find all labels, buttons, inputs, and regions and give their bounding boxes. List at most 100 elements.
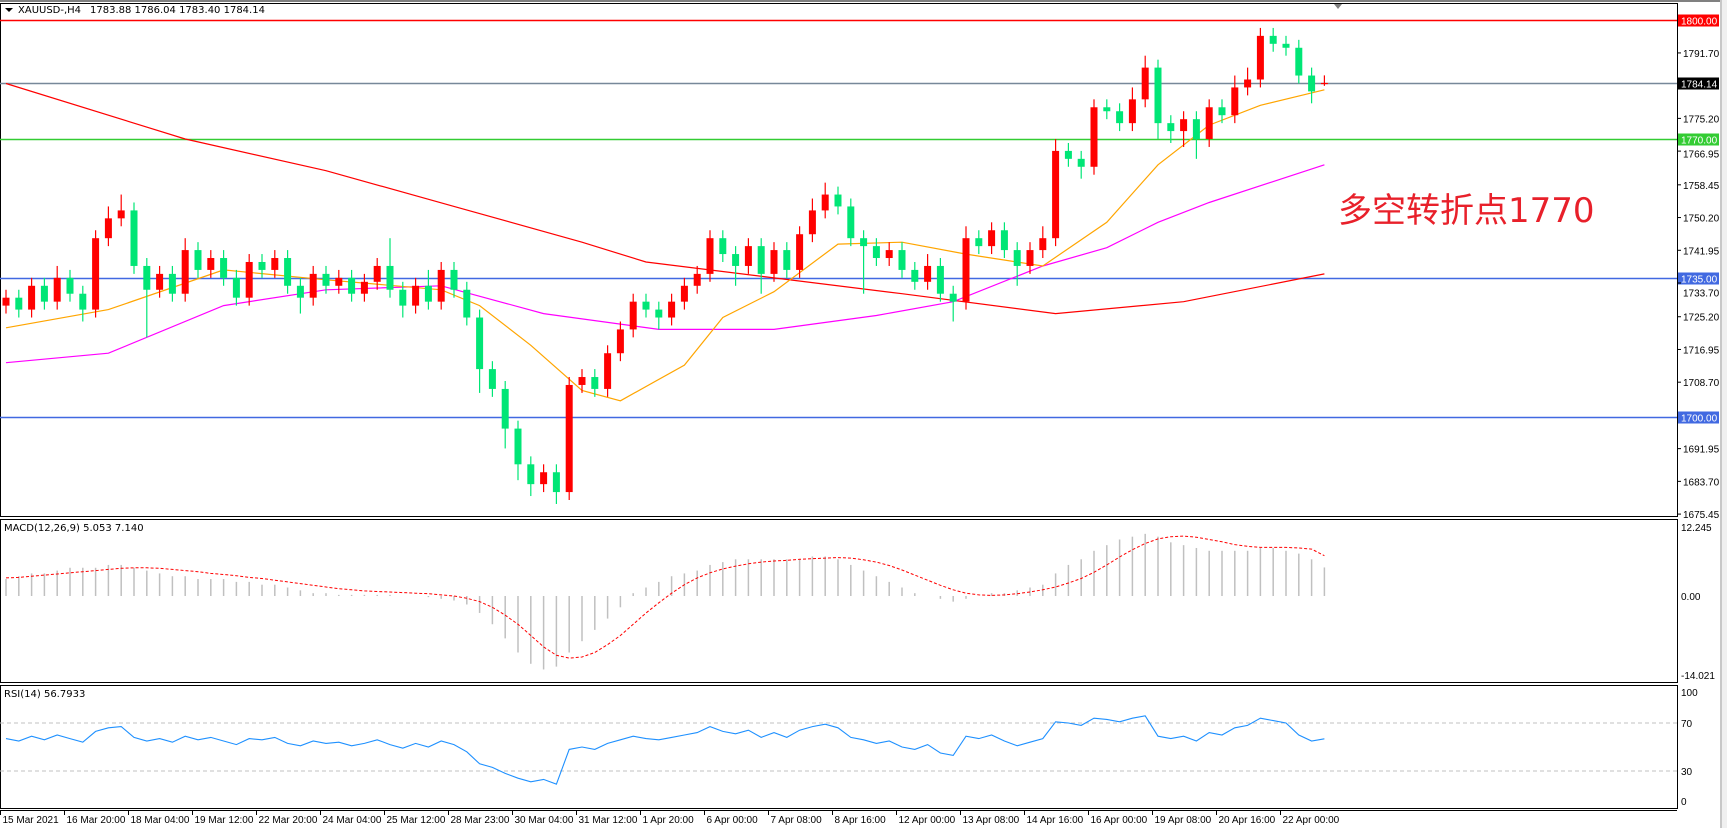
level-label: 1735.00 [1681,275,1718,286]
bull-candle [181,238,189,302]
bear-candle [1308,67,1316,104]
candle-body [642,301,650,310]
candle-body [130,210,138,266]
candle-body [1167,123,1175,132]
bull-candle [104,206,112,247]
bull-candle [706,230,714,282]
bear-candle [450,261,458,298]
annotation-text: 多空转折点1770 [1338,191,1595,231]
candle-body [911,269,919,282]
bear-candle [284,250,292,294]
panel-headers: XAUUSD-,H4 1783.88 1786.04 1783.40 1784.… [4,5,265,700]
rsi-tick-label: 100 [1681,688,1698,699]
bull-candle [373,258,381,290]
horizontal-levels: 1800.00 1784.14 1770.00 1735.00 1700.00 [0,14,1719,425]
bull-candle [207,250,215,278]
price-tick-label: 1725.20 [1683,313,1720,324]
candle-body [450,269,458,290]
candle-body [834,194,842,207]
bull-candle [117,194,125,227]
time-tick-label: 6 Apr 00:00 [707,815,759,826]
bull-candle [1090,99,1098,175]
candle-body [322,273,330,286]
macd-signal-line [5,535,1325,659]
candle-body [207,258,215,270]
level-tag [1678,77,1719,90]
bear-candle [1077,150,1085,179]
bear-candle [783,242,791,278]
bear-candle [348,269,356,302]
macd-tick-label: -14.021 [1681,671,1715,682]
bear-candle [514,420,522,481]
moving-average-line-ma_slow [5,82,1325,315]
price-tick-label: 1791.70 [1683,49,1720,60]
level-label: 1770.00 [1681,136,1718,147]
candle-body [284,258,292,286]
bear-candle [232,269,240,306]
collapse-triangle-icon[interactable] [5,8,13,12]
bear-candle [1167,115,1175,143]
level-label: 1700.00 [1681,414,1718,425]
price-tick-label: 1758.45 [1683,181,1720,192]
price-tick-label: 1741.95 [1683,246,1720,257]
bear-candle [1218,99,1226,124]
bear-candle [732,246,740,286]
time-tick-label: 13 Apr 08:00 [963,815,1020,826]
candle-body [821,194,829,211]
candle-body [885,250,893,259]
candle-body [463,289,471,318]
candle-body [488,369,496,389]
candle-body [629,301,637,330]
price-tick-label: 1775.20 [1683,114,1720,125]
candle-body [1180,119,1188,132]
candle-body [15,297,23,310]
candle-body [1205,107,1213,140]
candle-body [437,269,445,302]
bear-candle [1116,103,1124,132]
candle-body [1320,82,1328,85]
candle-body [1026,250,1034,266]
bull-candle [1231,75,1239,124]
bull-candle [1026,242,1034,274]
window-scrollbar[interactable] [1720,0,1727,828]
bear-candle [949,285,957,322]
bear-candle [258,254,266,278]
bull-candle [578,369,586,393]
time-tick-label: 8 Apr 16:00 [835,815,887,826]
candle-body [1000,230,1008,251]
price-tick-label: 1766.95 [1683,150,1720,161]
candle-body [1308,75,1316,92]
bear-candle [322,265,330,294]
candle-body [847,206,855,239]
bull-candle [885,242,893,266]
chart-shift-marker-icon[interactable] [1334,4,1342,9]
level-tag [1678,411,1719,424]
bear-candle [130,202,138,274]
bull-candle [1256,27,1264,88]
bear-candle [1269,27,1277,52]
bear-candle [501,380,509,449]
bull-candle [53,265,61,310]
candle-body [527,464,535,485]
candle-body [514,428,522,465]
bull-candle [565,377,573,501]
bear-candle [1064,142,1072,167]
candle-body [1052,150,1060,239]
bull-candle [92,230,100,318]
bear-candle [296,277,304,314]
bear-candle [220,250,228,286]
candle-body [744,246,752,266]
price-tick-label: 1750.20 [1683,214,1720,225]
candle-body [1295,47,1303,76]
time-tick-label: 25 Mar 12:00 [387,815,446,826]
bull-candle [412,277,420,314]
bull-candle [962,226,970,310]
candle-body [770,250,778,274]
candle-body [194,250,202,270]
time-tick-label: 18 Mar 04:00 [131,815,190,826]
bull-candle [2,289,10,314]
candle-body [693,273,701,286]
candle-body [719,238,727,255]
